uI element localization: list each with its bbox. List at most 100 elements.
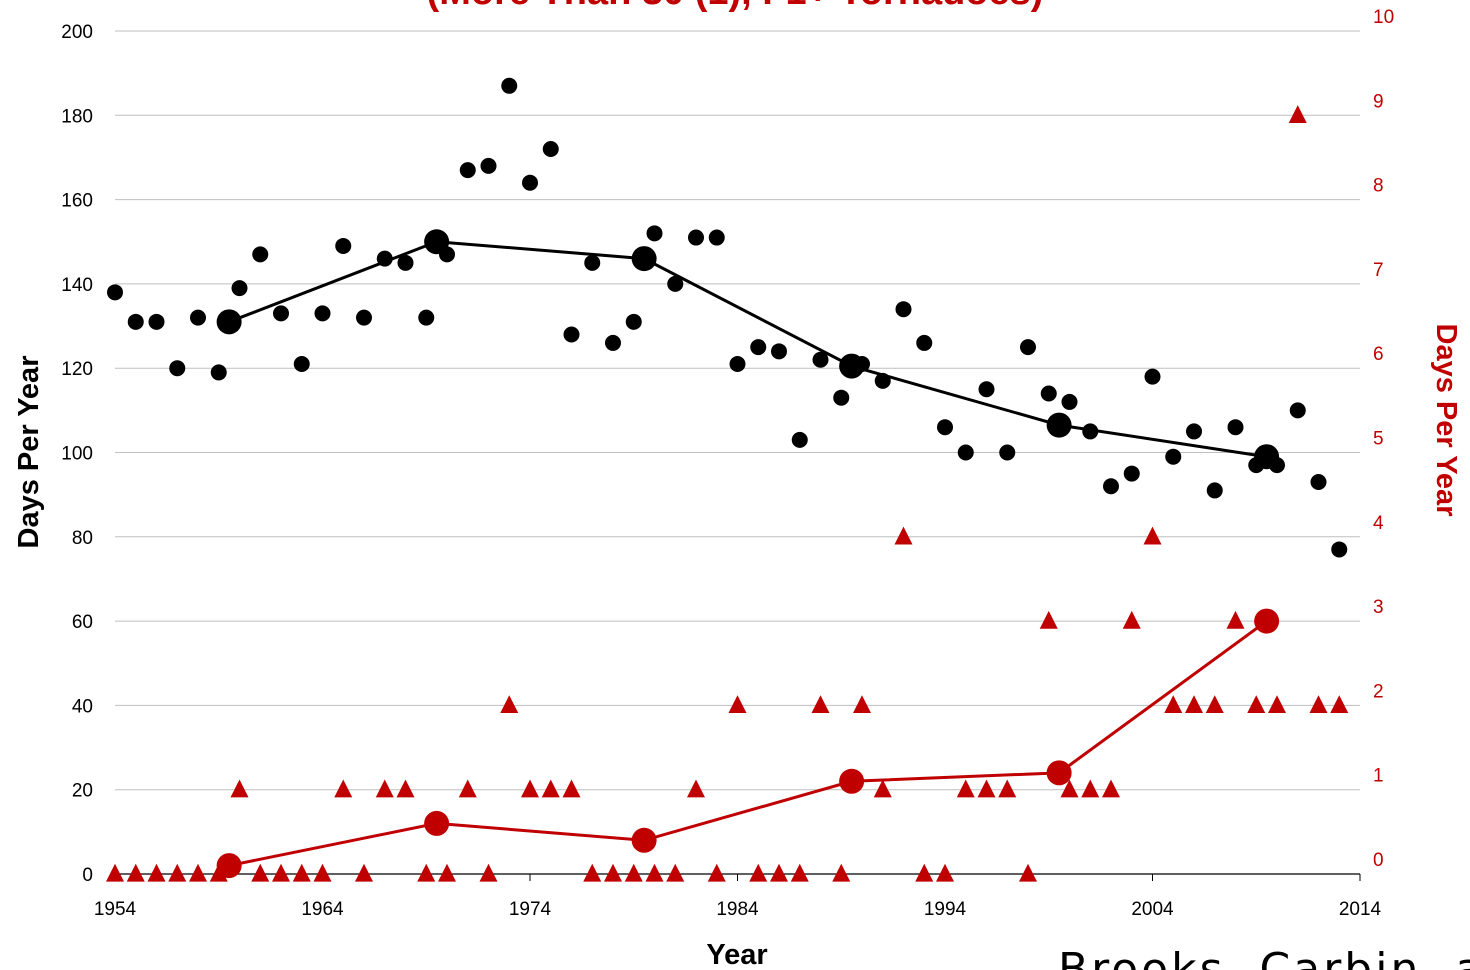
data-point-triangle — [770, 863, 788, 882]
data-point-triangle — [1226, 610, 1245, 629]
data-point-triangle — [126, 863, 145, 882]
data-point — [1061, 393, 1078, 410]
data-point — [356, 309, 372, 326]
average-point — [839, 353, 865, 379]
data-point-triangle — [230, 779, 249, 798]
y-tick-label-right: 2 — [1373, 681, 1384, 702]
data-point-triangle — [417, 863, 436, 882]
credit-text: Brooks, Carbin, an — [1058, 944, 1470, 970]
data-point-triangle — [645, 863, 664, 882]
average-point — [1254, 608, 1280, 634]
data-point — [501, 77, 518, 94]
data-point — [750, 339, 767, 356]
data-point — [273, 305, 289, 322]
data-point — [833, 389, 850, 406]
x-tick-label: 1984 — [716, 899, 759, 920]
data-point — [791, 431, 808, 448]
data-point — [335, 237, 352, 254]
data-point — [937, 419, 953, 436]
data-point — [563, 326, 580, 343]
data-point-triangle — [458, 779, 477, 798]
data-point-triangle — [106, 863, 124, 882]
data-point-triangle — [313, 863, 332, 882]
data-point — [480, 157, 497, 174]
data-point — [522, 174, 538, 191]
y-tick-label-right: 6 — [1373, 344, 1384, 365]
data-point-triangle — [915, 863, 934, 882]
y-tick-label-left: 120 — [61, 359, 93, 380]
data-point-triangle — [334, 779, 353, 798]
gridlines — [115, 30, 1360, 791]
y-tick-label-right: 4 — [1373, 513, 1384, 534]
data-point-triangle — [811, 695, 830, 714]
data-point-triangle — [998, 779, 1017, 798]
data-point-triangle — [832, 863, 851, 882]
average-point — [631, 246, 657, 272]
data-point — [729, 355, 746, 372]
data-point-triangle — [1122, 610, 1141, 629]
average-point — [424, 229, 450, 255]
axes: 0 20 40 60 80 100 120 140 160 180 200 0 1 2 3 4 5 6 7 8 9 10 1… — [61, 7, 1394, 920]
x-tick-label: 1994 — [924, 899, 967, 920]
data-point — [1206, 482, 1223, 499]
data-point-triangle — [1247, 695, 1266, 714]
data-point — [605, 334, 621, 351]
data-point — [252, 246, 269, 263]
data-point-triangle — [687, 779, 705, 798]
data-point-triangle — [479, 863, 498, 882]
x-tick-label: 2014 — [1339, 899, 1382, 920]
data-point-triangle — [1268, 695, 1286, 714]
data-point — [1227, 419, 1244, 436]
data-point-triangle — [604, 863, 622, 882]
y-tick-label-right: 9 — [1373, 91, 1384, 112]
data-point — [1020, 339, 1036, 356]
data-point-triangle — [894, 526, 913, 545]
data-point-triangle — [1039, 610, 1058, 629]
y-tick-label-left: 60 — [72, 612, 93, 633]
data-point — [397, 254, 414, 271]
data-point-triangle — [396, 779, 415, 798]
data-point-triangle — [272, 863, 290, 882]
data-point — [1144, 368, 1161, 385]
x-tick-label: 1964 — [301, 899, 344, 920]
y-tick-label-left: 0 — [82, 865, 93, 886]
average-point — [631, 827, 657, 853]
data-point-triangle — [956, 779, 975, 798]
data-point-triangle — [500, 695, 519, 714]
data-point — [1289, 402, 1306, 419]
data-point — [169, 360, 186, 377]
y-tick-label-left: 80 — [72, 528, 93, 549]
y-tick-label-right: 1 — [1373, 766, 1384, 787]
y-axis-title-right: Days Per Year — [1430, 324, 1462, 517]
data-point-triangle — [977, 779, 996, 798]
data-point-triangle — [562, 779, 581, 798]
y-tick-label-right: 5 — [1373, 429, 1384, 450]
data-point-triangle — [1060, 779, 1079, 798]
data-point-triangle — [1309, 695, 1328, 714]
average-point — [1254, 444, 1280, 470]
data-point — [210, 364, 227, 381]
data-point — [293, 355, 310, 372]
average-point — [1046, 412, 1072, 438]
data-point — [542, 141, 559, 158]
data-point-triangle — [521, 779, 539, 798]
data-marks — [106, 77, 1349, 882]
series-line — [228, 619, 1268, 868]
data-point — [688, 229, 704, 246]
data-point-triangle — [1143, 526, 1162, 545]
x-tick-label: 1974 — [509, 899, 552, 920]
data-point — [916, 334, 933, 351]
data-point-triangle — [251, 863, 270, 882]
y-tick-label-right: 8 — [1373, 176, 1384, 197]
data-point — [584, 254, 601, 271]
data-point — [314, 305, 331, 322]
data-point — [1082, 423, 1099, 440]
data-point-triangle — [1185, 695, 1203, 714]
data-point-triangle — [1102, 779, 1120, 798]
data-point — [646, 225, 663, 242]
data-point — [771, 343, 787, 360]
data-point — [1040, 385, 1057, 402]
data-point — [190, 309, 206, 326]
